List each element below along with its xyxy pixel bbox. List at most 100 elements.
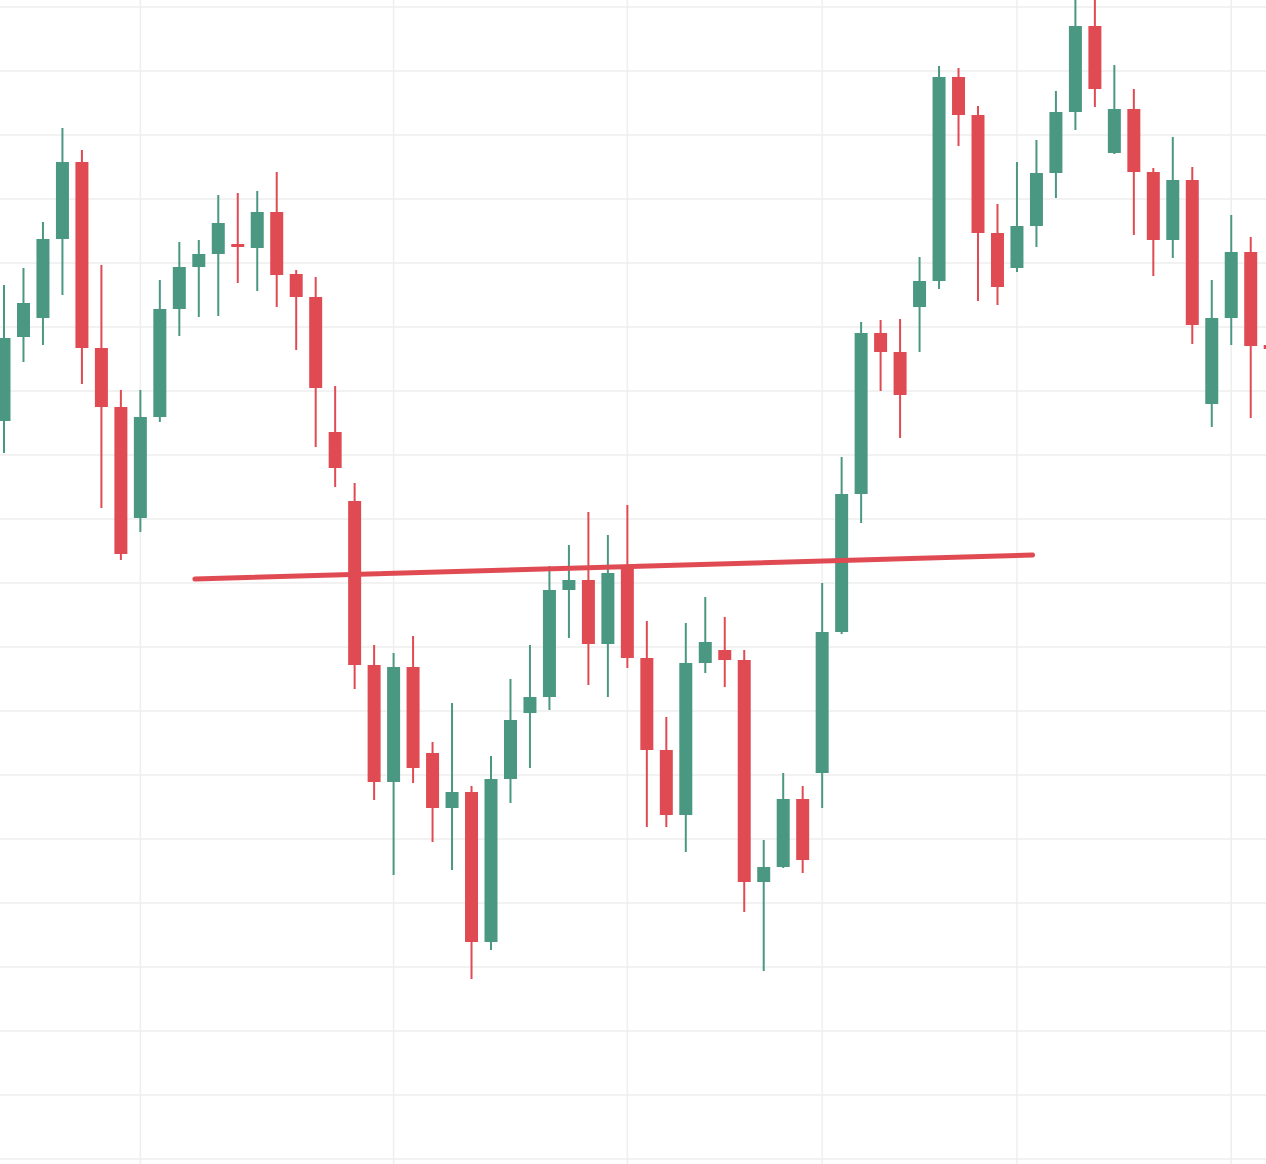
candle-up [1205,280,1219,427]
candle-body [211,223,225,254]
candle-down [737,650,751,912]
candle-down [796,786,810,873]
candle-body [990,233,1004,287]
candle-down [1244,237,1258,418]
candle-down [94,265,108,508]
candle-up [679,623,693,852]
candle-body [835,494,849,632]
candle-body [620,567,634,658]
candle-up [445,703,459,870]
candle-down [1127,89,1141,235]
candle-down [874,320,888,391]
candle-down [659,717,673,827]
candle-body [406,667,420,768]
candle-body [718,650,732,660]
candle-body [172,267,186,309]
candle-up [854,322,868,523]
candle-up [211,195,225,316]
candle-down [114,390,128,560]
candle-body [1244,252,1258,346]
candle-body [562,580,576,590]
candle-body [1224,252,1238,318]
candle-up [1049,91,1063,198]
candle-down [367,645,381,800]
candle-up [776,773,790,868]
candle-body [640,658,654,750]
candle-up [815,583,829,808]
candle-up [55,128,69,295]
candle-body [192,254,206,267]
candle-body [309,297,323,388]
candle-down [952,68,966,146]
candle-body [328,432,342,468]
candle-down [309,277,323,447]
candle-up [16,268,30,362]
candle-down [426,742,440,842]
candle-down [289,270,303,350]
candle-body [932,77,946,281]
candle-up [153,280,167,422]
candle-up [562,545,576,638]
candle-body [1127,109,1141,172]
candle-body [737,660,751,882]
candle-down [990,204,1004,305]
candle-up [503,679,517,803]
candle-body [133,417,147,518]
candle-body [1107,109,1121,153]
candle-body [484,779,498,942]
candle-body [36,239,50,318]
candle-up [835,457,849,634]
candle-up [1224,215,1238,345]
candle-down [971,106,985,301]
candle-body [1166,180,1180,240]
candle-body [1049,112,1063,173]
candle-down [893,319,907,438]
candle-body [913,281,927,307]
candle-down [581,512,595,685]
candle-body [114,407,128,554]
candle-body [94,348,108,407]
candle-body [55,162,69,239]
candle-body [698,642,712,663]
candle-body [893,352,907,395]
candle-body [445,792,459,808]
candle-up [757,840,771,971]
candle-body [874,333,888,352]
candle-down [620,505,634,668]
candles [0,0,1266,979]
candle-body [815,632,829,773]
candle-up [542,566,556,710]
candle-up [36,222,50,345]
candle-body [1185,180,1199,325]
candle-up [172,242,186,336]
candle-up [1107,65,1121,154]
candle-body [1010,226,1024,268]
candle-body [776,799,790,867]
candle-up [932,66,946,289]
candle-up [192,240,206,317]
candle-body [1146,172,1160,240]
candle-body [75,162,89,348]
candle-up [250,191,264,291]
candle-down [348,483,362,689]
candle-down [640,621,654,827]
overlay [192,552,1036,582]
candle-up [1068,0,1082,130]
candle-down [270,172,284,307]
candle-body [1068,26,1082,112]
candle-body [796,799,810,860]
candle-up [601,535,615,697]
candle-body [250,212,264,248]
candle-body [659,750,673,815]
candle-up [1029,140,1043,247]
candle-up [387,653,401,875]
candle-body [465,792,479,942]
candle-body [971,115,985,233]
candle-down [1263,345,1266,349]
candle-body [1029,173,1043,226]
trendline [192,552,1036,582]
candle-body [854,333,868,494]
candle-body [270,212,284,275]
candle-up [1010,162,1024,272]
